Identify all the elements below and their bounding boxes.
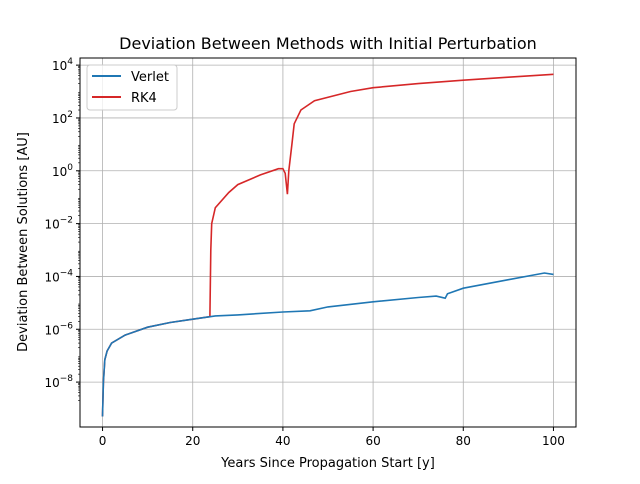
x-tick-label: 20 — [185, 434, 200, 448]
legend-label-rk4: RK4 — [131, 91, 157, 106]
y-tick-label: 10−2 — [44, 216, 73, 232]
axes-frame — [79, 57, 577, 428]
y-tick-label: 102 — [52, 110, 73, 126]
x-tick-label: 40 — [275, 434, 290, 448]
y-axis-label: Deviation Between Solutions [AU] — [16, 132, 31, 352]
ticks: 0 20 40 60 80 100 10−8 10−6 10−4 10−2 100 102 104 — [44, 57, 564, 448]
x-tick-label: 0 — [99, 434, 107, 448]
y-tick-label: 10−8 — [44, 374, 73, 390]
y-tick-label: 10−4 — [44, 268, 73, 284]
series-line-rk4 — [101, 73, 554, 417]
y-tick-label: 10−6 — [44, 321, 73, 337]
legend-label-verlet: Verlet — [131, 70, 169, 85]
series-line-verlet — [101, 272, 554, 417]
x-tick-label: 100 — [542, 434, 565, 448]
legend: Verlet RK4 — [86, 64, 178, 111]
x-tick-label: 80 — [456, 434, 471, 448]
chart-title: Deviation Between Methods with Initial P… — [119, 34, 537, 53]
grid — [80, 58, 576, 427]
x-tick-label: 60 — [365, 434, 380, 448]
y-tick-label: 104 — [52, 57, 73, 73]
y-tick-label: 100 — [52, 163, 73, 179]
plot-area — [101, 73, 554, 417]
x-axis-label: Years Since Propagation Start [y] — [220, 456, 435, 471]
